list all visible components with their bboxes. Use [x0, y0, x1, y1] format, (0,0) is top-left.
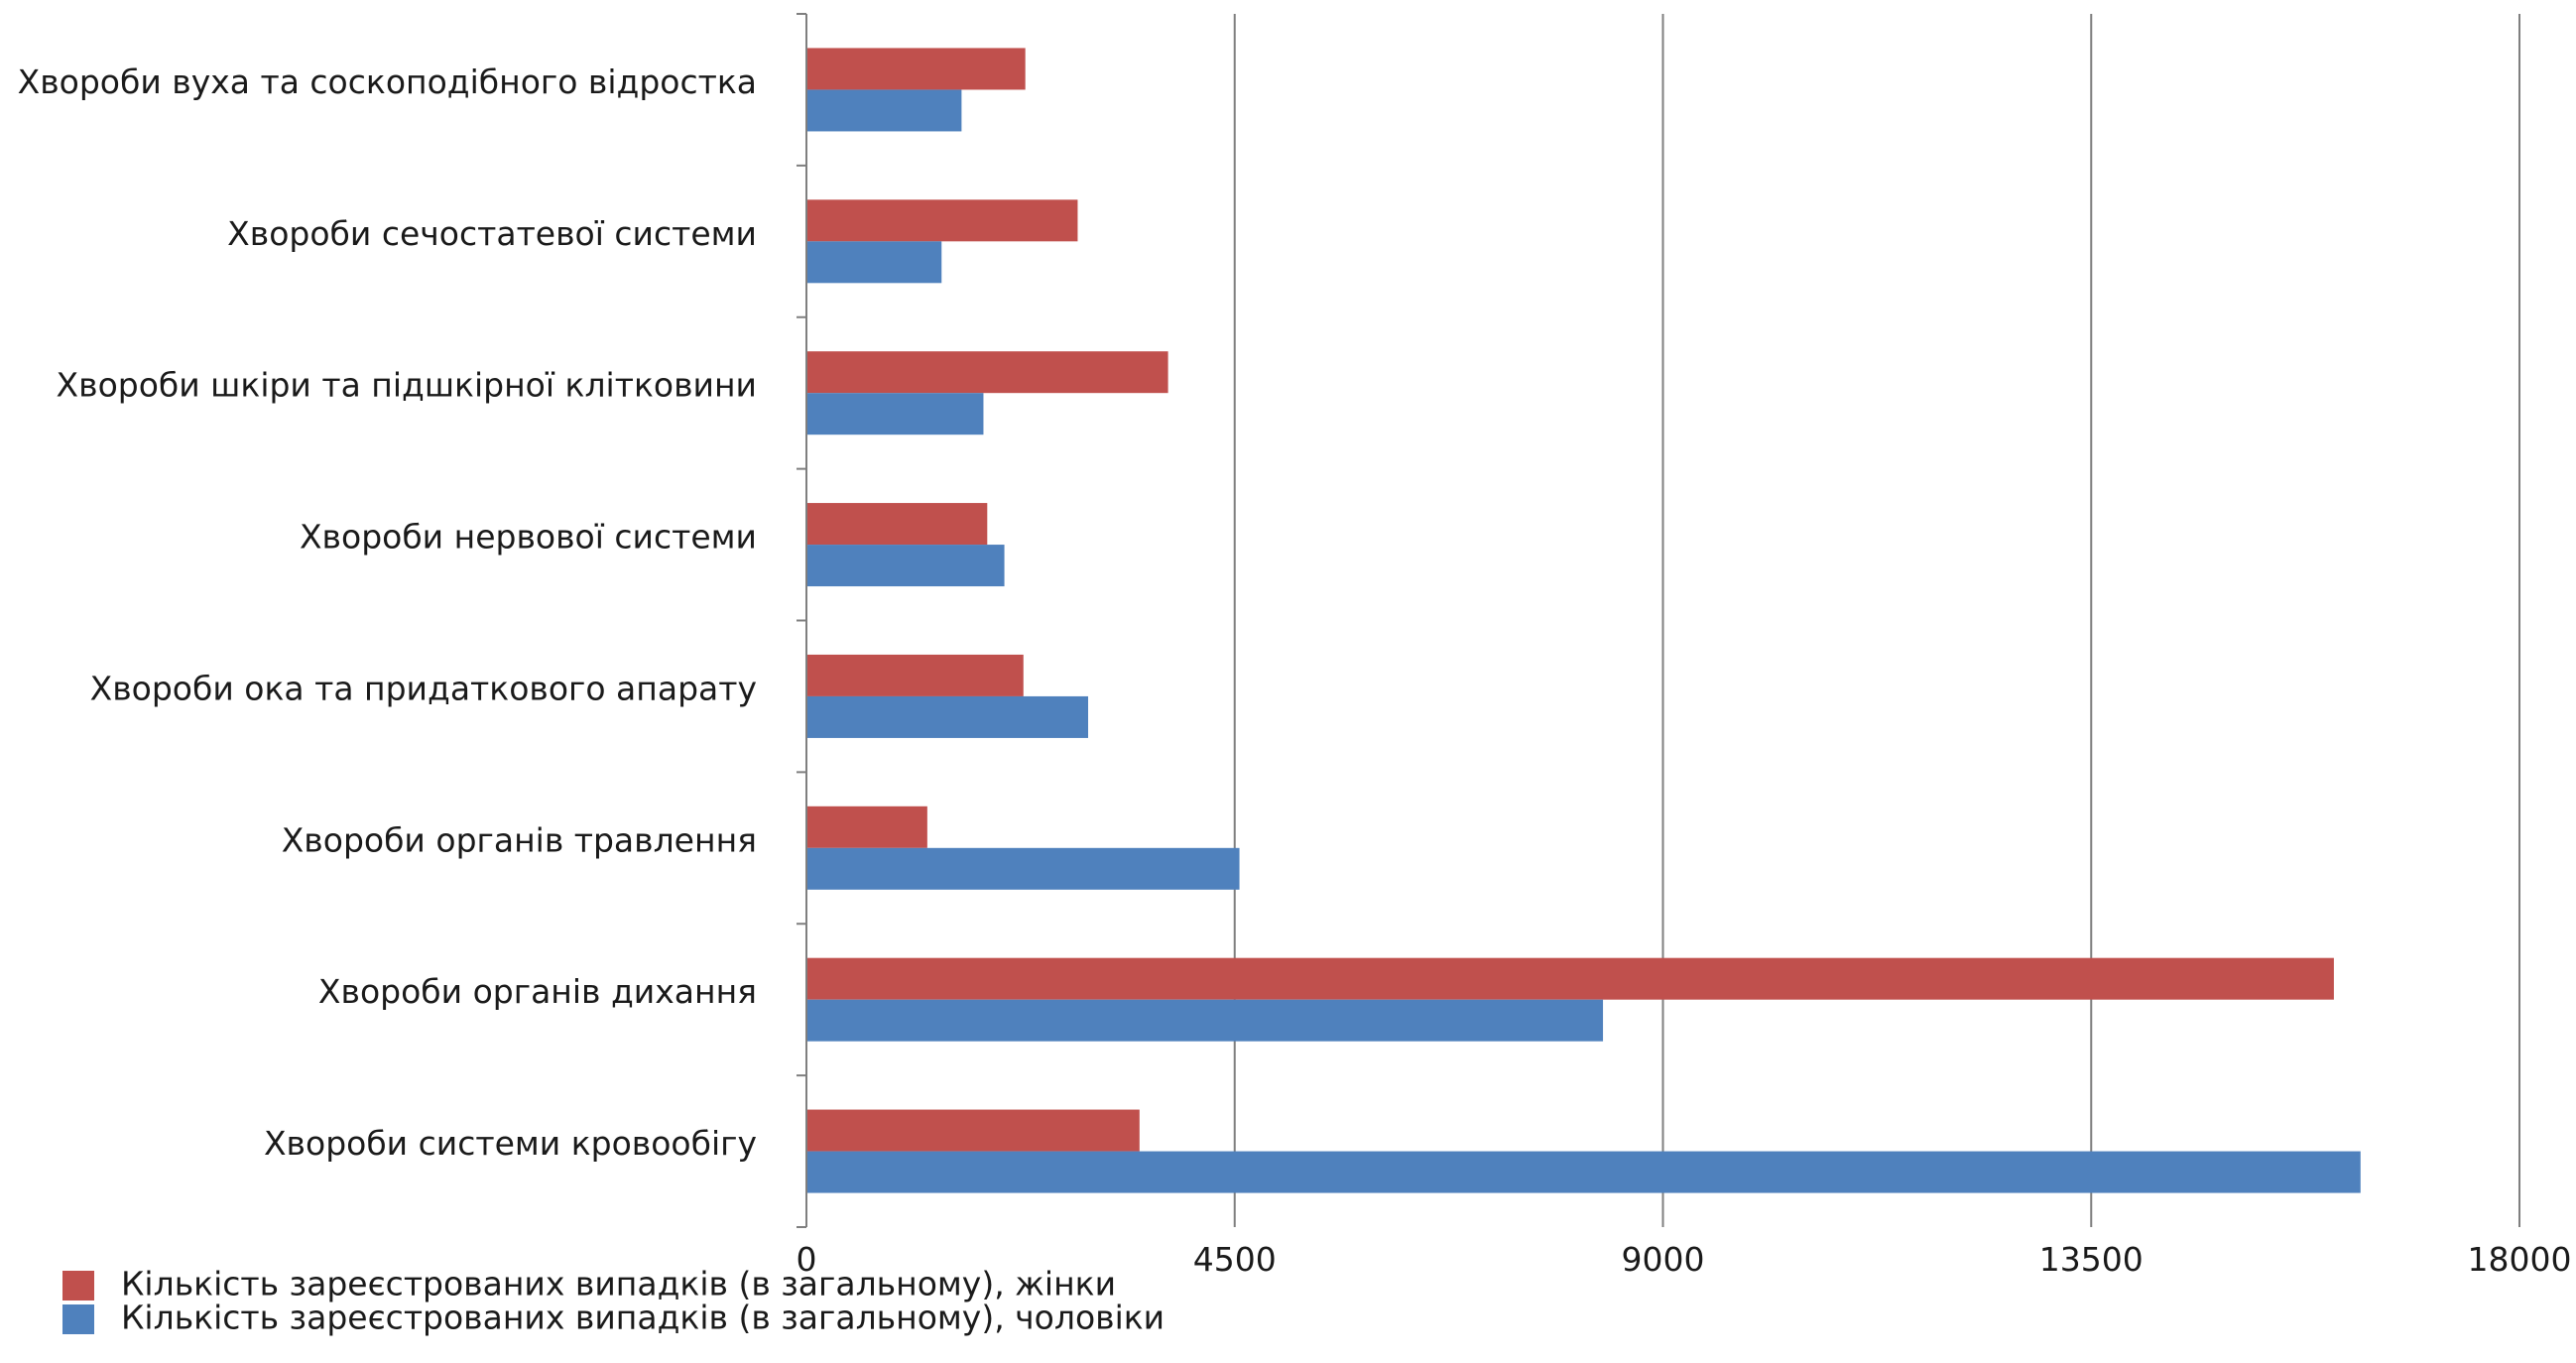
bar-women-4	[806, 654, 1024, 696]
bars-layer	[806, 48, 2361, 1193]
category-label: Хвороби органів дихання	[318, 972, 757, 1011]
x-tick-label: 9000	[1622, 1240, 1705, 1279]
bar-women-5	[806, 805, 927, 848]
bar-men-7	[806, 1151, 2361, 1193]
bar-women-0	[806, 48, 1026, 90]
category-label: Хвороби шкіри та підшкірної клітковини	[57, 366, 757, 405]
bar-men-0	[806, 89, 962, 132]
bar-women-3	[806, 503, 988, 546]
x-tick-label: 0	[797, 1240, 817, 1279]
category-label: Хвороби ока та придаткового апарату	[90, 669, 757, 707]
x-tick-label: 13500	[2039, 1240, 2144, 1279]
category-label: Хвороби вуха та соскоподібного відростка	[18, 62, 757, 101]
category-label: Хвороби системи кровообігу	[264, 1124, 757, 1163]
bar-women-2	[806, 351, 1168, 394]
bar-men-3	[806, 545, 1005, 587]
x-tick-label: 18000	[2468, 1240, 2572, 1279]
bar-men-1	[806, 241, 942, 284]
bar-women-1	[806, 199, 1078, 242]
axis-layer	[797, 13, 807, 1228]
bar-women-6	[806, 957, 2334, 1000]
bar-men-2	[806, 393, 984, 435]
legend-layer: Кількість зареєстрованих випадків (в заг…	[62, 1265, 1165, 1337]
bar-men-4	[806, 695, 1088, 738]
grid-layer	[1233, 14, 2520, 1227]
bar-women-7	[806, 1109, 1140, 1152]
category-label: Хвороби органів травлення	[282, 820, 757, 859]
legend-label-women: Кількість зареєстрованих випадків (в заг…	[121, 1265, 1116, 1303]
category-label: Хвороби сечостатевої системи	[227, 214, 757, 253]
legend-swatch-women	[62, 1271, 94, 1301]
category-label: Хвороби нервової системи	[300, 518, 757, 557]
bar-men-5	[806, 847, 1240, 890]
legend-swatch-men	[62, 1304, 94, 1334]
legend-label-men: Кількість зареєстрованих випадків (в заг…	[121, 1299, 1165, 1337]
labels-layer: Хвороби вуха та соскоподібного відростка…	[18, 62, 2572, 1279]
bar-men-6	[806, 999, 1604, 1042]
x-tick-label: 4500	[1193, 1240, 1277, 1279]
